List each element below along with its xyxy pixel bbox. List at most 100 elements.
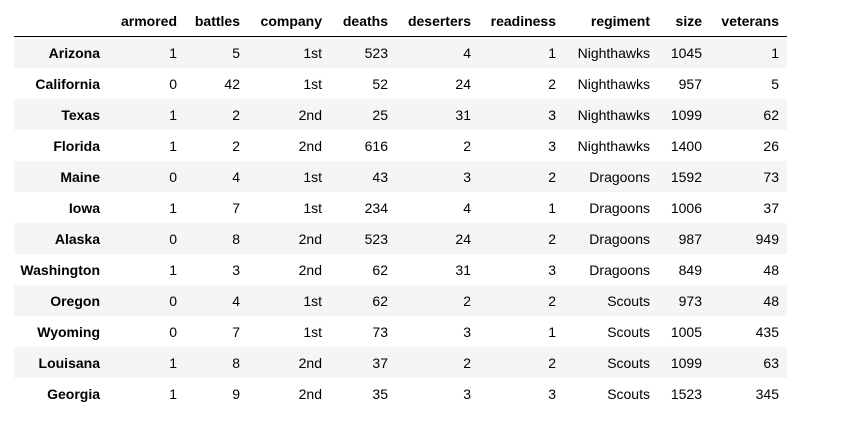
table-body: Arizona 1 5 1st 523 4 1 Nighthawks 1045 1 Californ… (14, 36, 787, 409)
dataframe-table: armored battles company deaths deserters… (14, 6, 787, 409)
cell-armored: 1 (169, 137, 177, 154)
cell-company: 2nd (298, 261, 322, 278)
row-index-label: Alaska (54, 230, 100, 247)
cell-battles: 3 (232, 261, 240, 278)
cell-company: 1st (303, 75, 322, 92)
cell-deaths: 616 (364, 137, 388, 154)
cell-battles: 9 (232, 385, 240, 402)
table-row: Florida 1 2 2nd 616 2 3 Nighthawks 1400 26 (14, 130, 787, 161)
cell-readiness: 1 (548, 323, 556, 340)
cell-veterans: 435 (755, 323, 779, 340)
cell-readiness: 2 (548, 75, 556, 92)
cell-deserters: 31 (455, 261, 471, 278)
cell-size: 1006 (670, 199, 702, 216)
cell-deserters: 4 (463, 44, 471, 61)
cell-regiment: Nighthawks (577, 137, 650, 154)
cell-regiment: Scouts (607, 292, 650, 309)
cell-veterans: 62 (763, 106, 779, 123)
cell-regiment: Nighthawks (577, 44, 650, 61)
cell-armored: 0 (169, 230, 177, 247)
table-row: Maine 0 4 1st 43 3 2 Dragoons 1592 73 (14, 161, 787, 192)
table-row: Alaska 0 8 2nd 523 24 2 Dragoons 987 949 (14, 223, 787, 254)
cell-battles: 2 (232, 106, 240, 123)
cell-deserters: 3 (463, 385, 471, 402)
cell-company: 2nd (298, 385, 322, 402)
table-row: Georgia 1 9 2nd 35 3 3 Scouts 1523 345 (14, 378, 787, 409)
cell-armored: 0 (169, 292, 177, 309)
cell-deaths: 73 (372, 323, 388, 340)
cell-deaths: 523 (364, 230, 388, 247)
cell-deserters: 24 (455, 75, 471, 92)
cell-veterans: 37 (763, 199, 779, 216)
row-index-label: Texas (61, 106, 100, 123)
cell-veterans: 949 (755, 230, 779, 247)
table-row: Louisana 1 8 2nd 37 2 2 Scouts 1099 63 (14, 347, 787, 378)
cell-veterans: 1 (771, 44, 779, 61)
cell-company: 1st (303, 199, 322, 216)
row-index-label: Maine (60, 168, 100, 185)
index-header (14, 6, 108, 37)
cell-deaths: 43 (372, 168, 388, 185)
column-header-deserters: deserters (396, 6, 479, 37)
table-row: Iowa 1 7 1st 234 4 1 Dragoons 1006 37 (14, 192, 787, 223)
cell-readiness: 3 (548, 261, 556, 278)
table-row: Oregon 0 4 1st 62 2 2 Scouts 973 48 (14, 285, 787, 316)
cell-battles: 5 (232, 44, 240, 61)
cell-deserters: 2 (463, 354, 471, 371)
cell-size: 1400 (670, 137, 702, 154)
cell-armored: 0 (169, 75, 177, 92)
cell-veterans: 26 (763, 137, 779, 154)
cell-armored: 0 (169, 323, 177, 340)
cell-regiment: Dragoons (589, 168, 650, 185)
cell-company: 1st (303, 323, 322, 340)
cell-readiness: 1 (548, 199, 556, 216)
cell-battles: 42 (224, 75, 240, 92)
column-header-deaths: deaths (330, 6, 396, 37)
cell-readiness: 3 (548, 137, 556, 154)
cell-armored: 1 (169, 354, 177, 371)
cell-battles: 8 (232, 230, 240, 247)
cell-size: 987 (678, 230, 702, 247)
cell-company: 1st (303, 44, 322, 61)
cell-company: 2nd (298, 230, 322, 247)
cell-battles: 2 (232, 137, 240, 154)
cell-size: 973 (678, 292, 702, 309)
cell-armored: 1 (169, 44, 177, 61)
column-header-size: size (658, 6, 710, 37)
cell-veterans: 48 (763, 292, 779, 309)
column-header-company: company (248, 6, 330, 37)
cell-company: 2nd (298, 137, 322, 154)
cell-veterans: 73 (763, 168, 779, 185)
row-index-label: Georgia (47, 385, 100, 402)
cell-size: 1099 (670, 354, 702, 371)
cell-deserters: 3 (463, 323, 471, 340)
row-index-label: Arizona (48, 44, 100, 61)
cell-size: 1523 (670, 385, 702, 402)
header-row: armored battles company deaths deserters… (14, 6, 787, 37)
cell-regiment: Scouts (607, 385, 650, 402)
cell-company: 2nd (298, 354, 322, 371)
row-index-label: Iowa (68, 199, 100, 216)
cell-readiness: 2 (548, 230, 556, 247)
cell-company: 2nd (298, 106, 322, 123)
cell-battles: 4 (232, 292, 240, 309)
cell-deaths: 62 (372, 292, 388, 309)
cell-deserters: 2 (463, 292, 471, 309)
row-index-label: Washington (20, 261, 100, 278)
cell-size: 1045 (670, 44, 702, 61)
cell-armored: 1 (169, 106, 177, 123)
cell-battles: 4 (232, 168, 240, 185)
cell-size: 1099 (670, 106, 702, 123)
cell-regiment: Scouts (607, 354, 650, 371)
cell-company: 1st (303, 168, 322, 185)
column-header-readiness: readiness (479, 6, 564, 37)
dataframe-output: armored battles company deaths deserters… (14, 6, 787, 409)
cell-battles: 7 (232, 199, 240, 216)
cell-deserters: 3 (463, 168, 471, 185)
table-row: Arizona 1 5 1st 523 4 1 Nighthawks 1045 1 (14, 36, 787, 68)
row-index-label: California (35, 75, 100, 92)
cell-armored: 1 (169, 261, 177, 278)
cell-company: 1st (303, 292, 322, 309)
column-header-armored: armored (108, 6, 185, 37)
cell-armored: 0 (169, 168, 177, 185)
